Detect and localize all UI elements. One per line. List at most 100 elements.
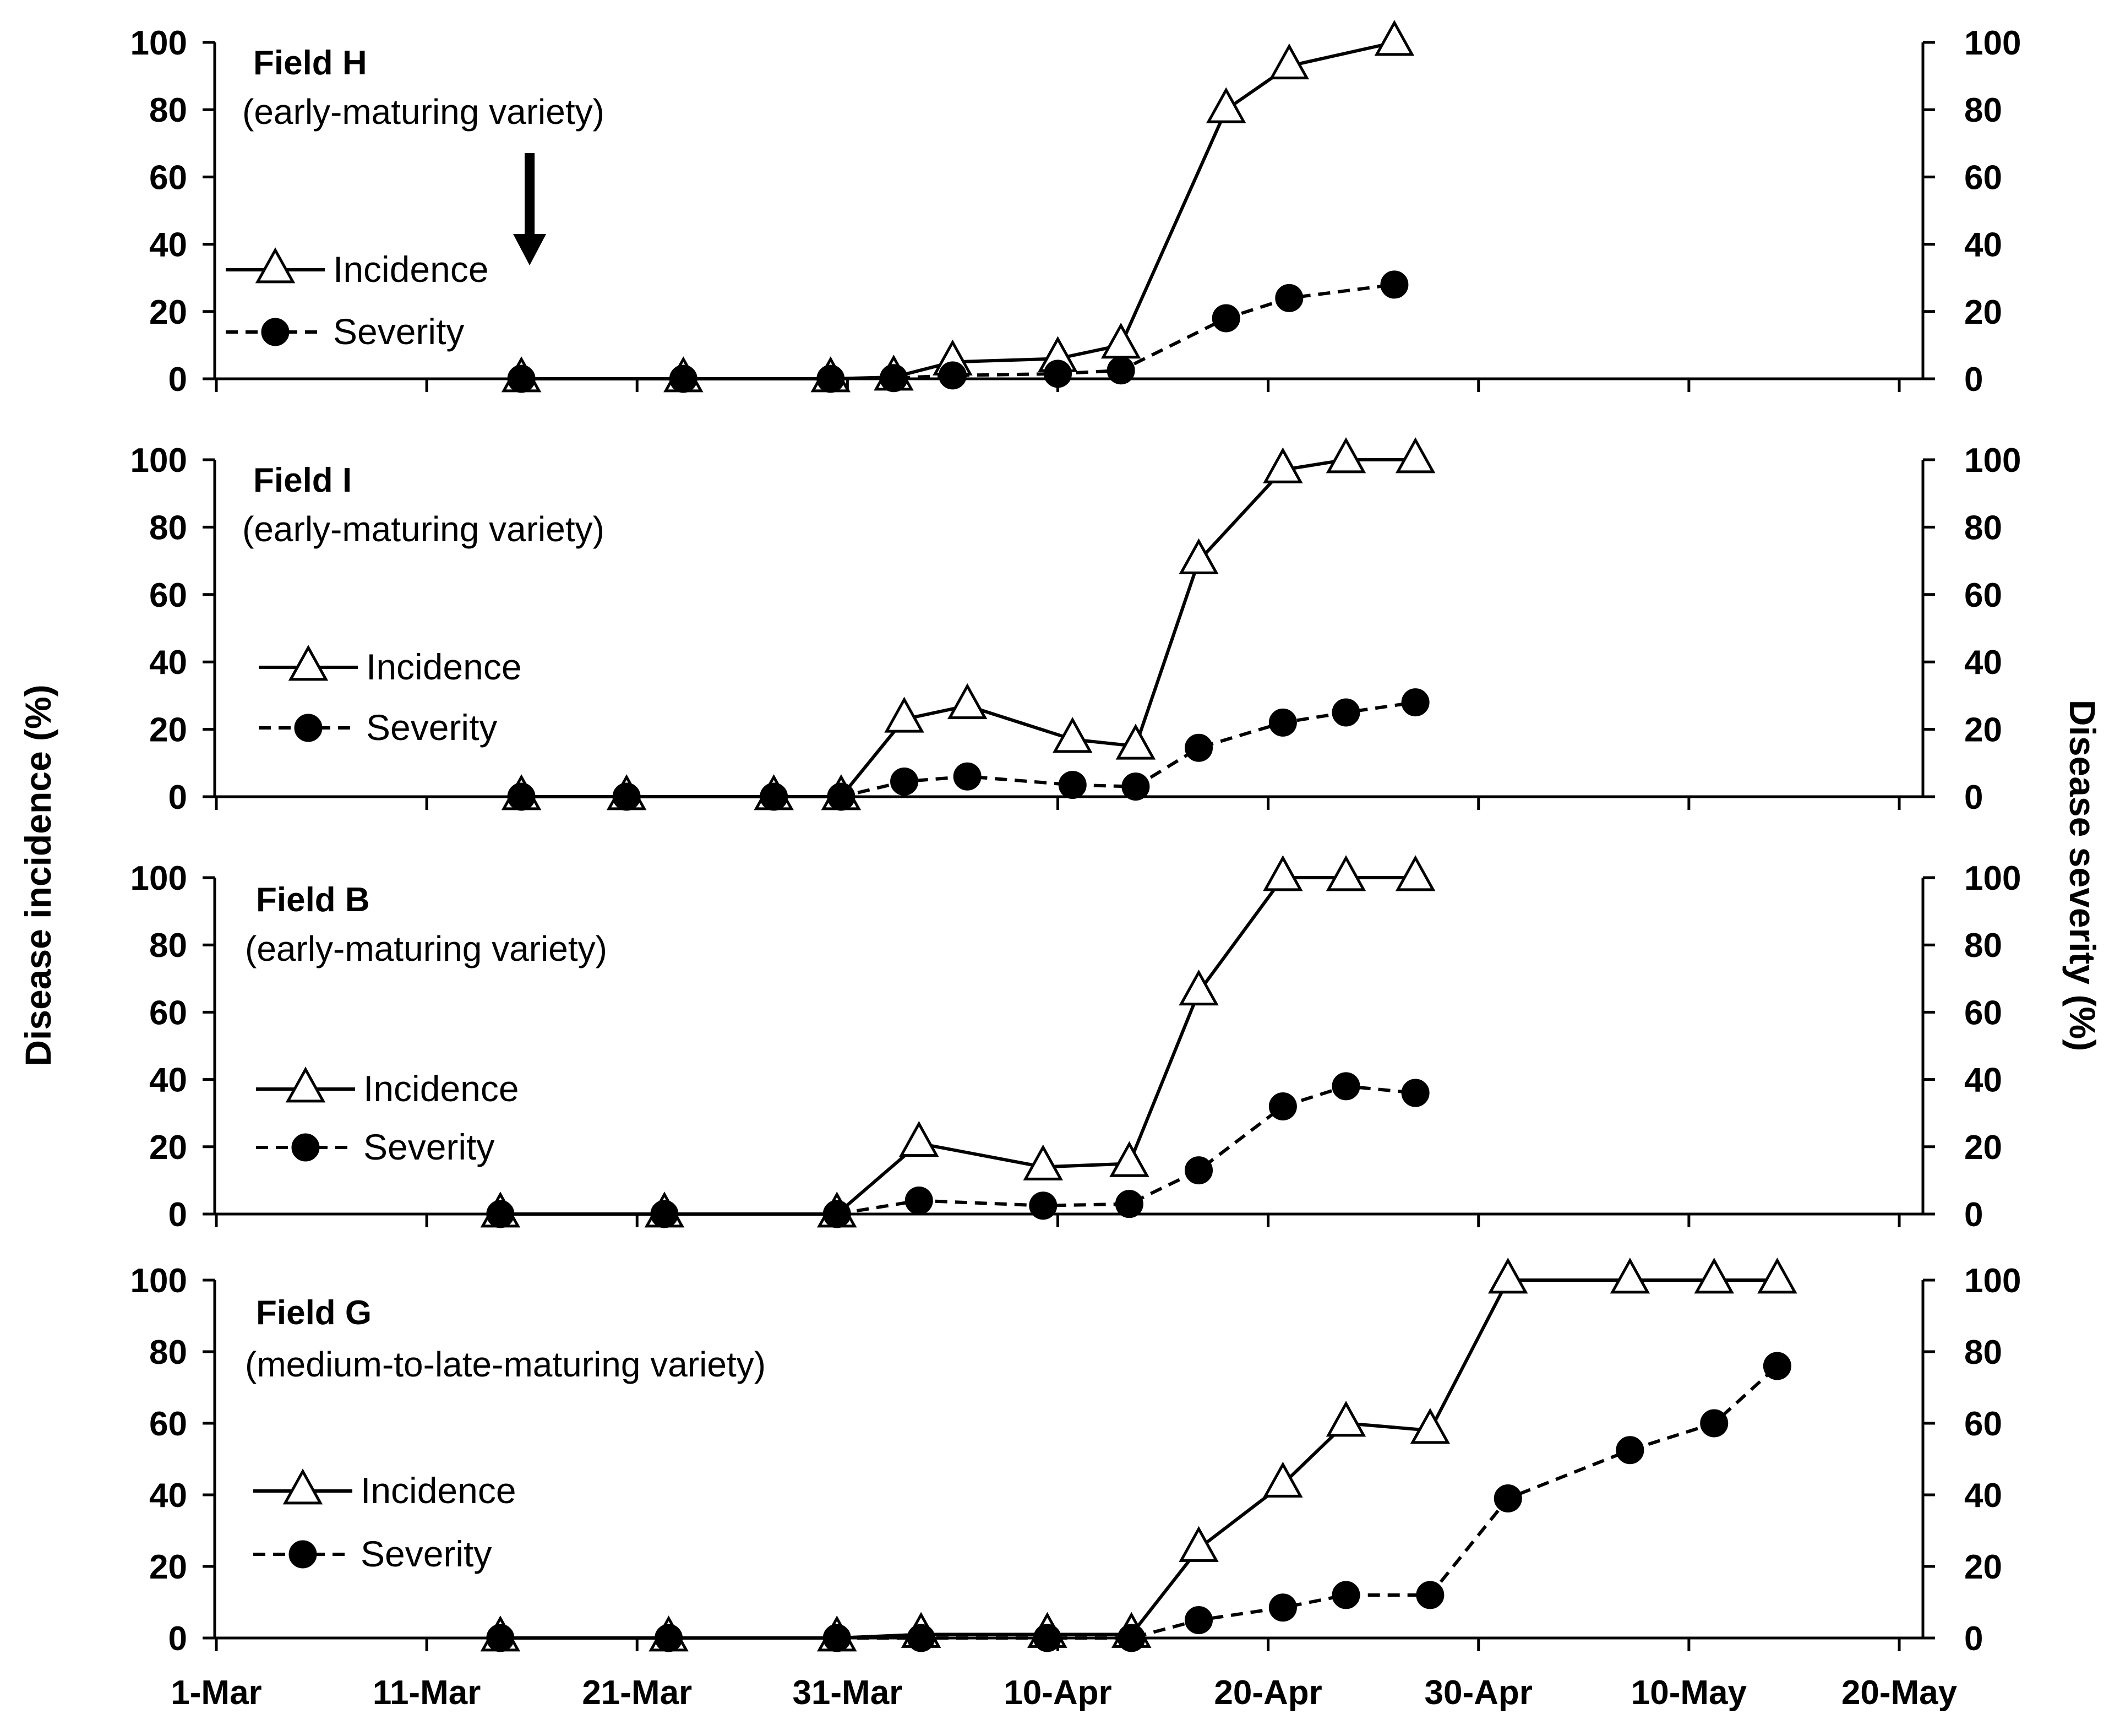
severity-point [1033,1624,1061,1652]
incidence-point [1179,969,1219,1006]
severity-point [1763,1352,1791,1380]
severity-point [1212,304,1240,333]
series-severity [507,270,1409,393]
severity-point [1185,733,1213,762]
severity-point [1616,1436,1644,1465]
y-right-tick-label: 60 [1964,159,2002,197]
severity-point [1332,698,1360,727]
severity-point [907,1624,935,1652]
down-arrow-icon [513,234,547,265]
incidence-point [1395,855,1436,891]
severity-point [1029,1191,1058,1220]
incidence-point [1263,855,1303,891]
x-tick-label: 1-Mar [171,1674,261,1712]
y-left-axis-title: Disease incidence (%) [18,684,58,1066]
y-right-tick-label: 80 [1964,509,2002,547]
severity-point [507,364,536,393]
severity-point [1185,1606,1213,1634]
y-left-tick-label: 60 [149,994,187,1032]
legend-severity-label: Severity [333,311,464,352]
severity-line [500,1364,1779,1640]
y-left-tick-label: 100 [130,1262,187,1300]
legend-circle-icon [261,318,290,346]
series-severity [486,1072,1430,1228]
severity-point [760,782,788,811]
y-right-tick-label: 60 [1964,576,2002,614]
panel-field-b: 0 0 20 20 40 40 60 60 80 80 100 100 Field B (early-ma… [130,855,2021,1234]
y-right-tick-label: 20 [1964,1548,2002,1586]
panel-subtitle: (medium-to-late-maturing variety) [245,1345,766,1384]
y-left-tick-label: 80 [149,91,187,129]
y-right-tick-label: 0 [1964,779,1983,817]
y-left-tick-label: 20 [149,711,187,749]
severity-point [890,767,919,796]
severity-point [1185,1156,1213,1185]
series-severity [507,688,1430,811]
y-right-tick-label: 100 [1964,859,2021,897]
y-left-tick-label: 0 [168,1620,187,1658]
y-right-tick-label: 100 [1964,1262,2021,1300]
y-left-tick-label: 80 [149,927,187,965]
severity-point [1401,1079,1430,1107]
y-left-tick-label: 80 [149,1334,187,1372]
x-tick-label: 20-May [1841,1674,1958,1712]
panel-field-g: 0 0 20 20 40 40 60 60 80 80 100 100 Field G (medium-t… [130,1258,2021,1658]
incidence-point [1610,1258,1650,1294]
y-left-tick-label: 40 [149,1062,187,1100]
y-right-tick-label: 40 [1964,1062,2002,1100]
severity-point [507,782,536,811]
severity-point [650,1200,679,1228]
y-left-tick-label: 80 [149,509,187,547]
y-left-tick-label: 100 [130,859,187,897]
legend-triangle-icon [255,247,296,284]
severity-point [1268,708,1297,737]
incidence-point [1694,1258,1734,1294]
severity-point [1380,270,1409,299]
incidence-point [1206,87,1246,123]
y-left-tick-label: 60 [149,159,187,197]
severity-point [904,1187,933,1215]
severity-point [1107,356,1135,385]
y-left-tick-label: 60 [149,576,187,614]
legend-triangle-icon [285,1066,326,1103]
legend-circle-icon [288,1540,317,1569]
severity-point [612,782,641,811]
legend: Incidence Severity [253,1468,516,1574]
y-left-tick-label: 40 [149,1477,187,1515]
y-left-tick-label: 40 [149,226,187,264]
severity-point [1332,1581,1360,1609]
legend-incidence-label: Incidence [363,1068,519,1109]
incidence-point [1263,1461,1303,1498]
incidence-point [1263,447,1303,483]
incidence-point [1326,1401,1366,1437]
y-right-tick-label: 80 [1964,91,2002,129]
series-incidence [480,855,1436,1228]
severity-line [521,700,1416,798]
severity-point [1275,284,1304,312]
incidence-point [1052,717,1093,753]
severity-point [1268,1092,1297,1120]
panel-title: Field G [256,1294,372,1332]
severity-point [1115,1190,1143,1218]
severity-point [1268,1593,1297,1622]
incidence-point [1269,43,1310,80]
panel-subtitle: (early-maturing variety) [242,509,604,549]
incidence-line [500,876,1416,1216]
y-right-tick-label: 20 [1964,711,2002,749]
severity-point [1416,1581,1445,1609]
incidence-point [899,1120,939,1157]
x-tick-label: 11-Mar [373,1674,481,1712]
y-left-tick-label: 20 [149,293,187,331]
legend-circle-icon [291,1133,320,1162]
x-tick-label: 30-Apr [1425,1674,1533,1712]
y-left-tick-label: 40 [149,644,187,682]
incidence-line [521,41,1395,380]
legend-incidence-label: Incidence [366,646,522,687]
incidence-point [1410,1408,1451,1444]
x-axis-tick-labels: 1-Mar 11-Mar 21-Mar 31-Mar 10-Apr 20-Apr 30-Ap… [171,1674,1957,1712]
severity-point [822,1200,851,1228]
y-left-tick-label: 20 [149,1129,187,1167]
y-left-tick-label: 0 [168,779,187,817]
